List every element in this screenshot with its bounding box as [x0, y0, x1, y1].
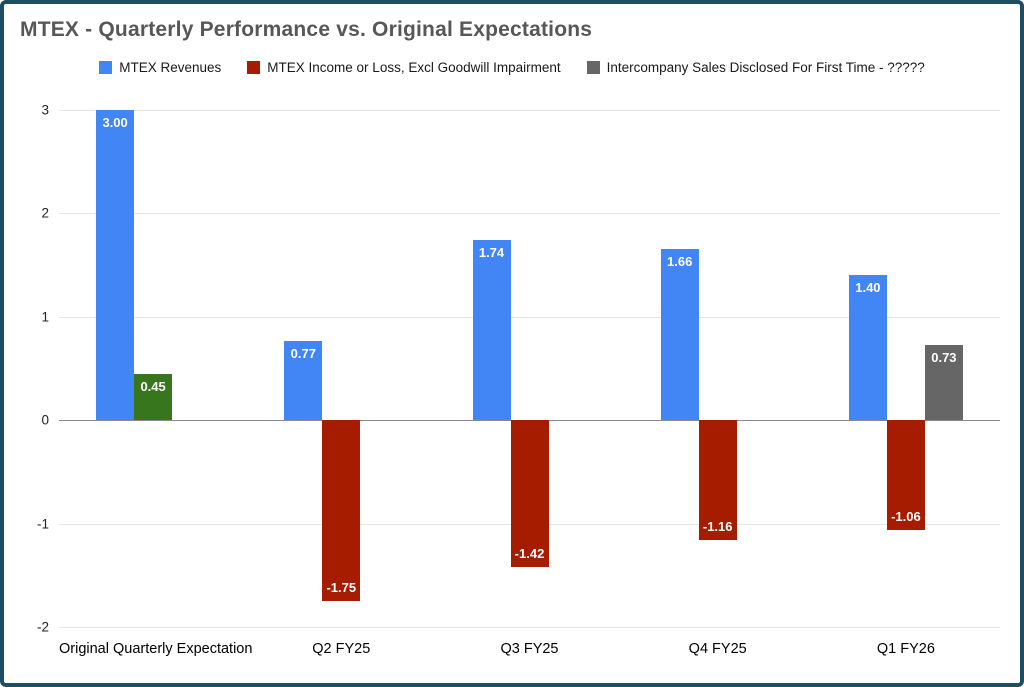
chart-title: MTEX - Quarterly Performance vs. Origina… — [20, 18, 593, 41]
y-axis-tick-label: 1 — [41, 309, 49, 325]
bar-value-label: -1.06 — [891, 508, 921, 524]
legend-item: MTEX Revenues — [99, 60, 221, 75]
bar-value-label: 1.40 — [855, 280, 881, 296]
bar-value-label: 0.73 — [931, 349, 957, 365]
bar-series2-cat5 — [886, 420, 925, 530]
bar-series1-cat3 — [472, 240, 511, 421]
x-axis-labels: Original Quarterly Expectation Q2 FY25 Q3 … — [59, 637, 1000, 669]
x-axis-category-label: Q3 FY25 — [500, 641, 559, 657]
y-axis-tick-label: 2 — [41, 205, 49, 221]
bar-value-label: -1.42 — [514, 546, 545, 561]
x-axis-category-label: Q4 FY25 — [688, 641, 747, 657]
legend-swatch-icon — [99, 60, 113, 74]
bar-value-label: 1.74 — [478, 245, 505, 261]
x-axis-category-label: Q2 FY25 — [312, 641, 371, 657]
bar-value-label: 0.77 — [290, 345, 316, 361]
legend-swatch-icon — [586, 60, 600, 74]
y-axis-tick-label: -2 — [36, 619, 49, 635]
legend-label: Intercompany Sales Disclosed For First T… — [606, 59, 925, 75]
bar-series1-cat4 — [660, 248, 699, 421]
x-axis-category-label: Original Quarterly Expectation — [59, 641, 253, 657]
gridline — [59, 316, 1000, 318]
bar-series3-cat5 — [924, 344, 963, 421]
x-axis-category-label: Q1 FY26 — [876, 641, 935, 657]
bar-series2-cat2 — [322, 420, 361, 602]
bar-series2-cat1 — [134, 373, 173, 421]
gridline — [59, 627, 1000, 628]
chart-legend: MTEX Revenues MTEX Income or Loss, Excl G… — [4, 58, 1020, 76]
bar-value-label: 1.66 — [667, 253, 693, 269]
y-axis-tick-label: 3 — [41, 102, 49, 118]
bar-series1-cat5 — [848, 275, 887, 421]
bar-series1-cat2 — [284, 340, 323, 421]
y-axis-tick-label: -1 — [36, 516, 49, 532]
legend-item: Intercompany Sales Disclosed For First T… — [586, 59, 925, 75]
bar-value-label: 3.00 — [102, 115, 128, 130]
legend-label: MTEX Revenues — [119, 59, 222, 75]
bar-series1-cat1 — [96, 110, 135, 421]
legend-item: MTEX Income or Loss, Excl Goodwill Impai… — [247, 59, 561, 75]
bar-series2-cat3 — [510, 420, 549, 567]
gridline — [59, 110, 1000, 111]
gridline — [59, 213, 1000, 215]
plot-area: 3 2 1 0 -1 -2 3.00 0.45 0.77 -1.75 1.74 -1.42 1.66 -1… — [37, 103, 1000, 635]
bar-value-label: 0.45 — [140, 378, 166, 394]
bar-series2-cat4 — [698, 420, 737, 541]
bar-value-label: -1.16 — [702, 519, 733, 535]
legend-swatch-icon — [247, 60, 261, 74]
legend-label: MTEX Income or Loss, Excl Goodwill Impai… — [267, 59, 561, 75]
y-axis-tick-label: 0 — [41, 412, 49, 428]
bar-value-label: -1.75 — [326, 580, 357, 596]
